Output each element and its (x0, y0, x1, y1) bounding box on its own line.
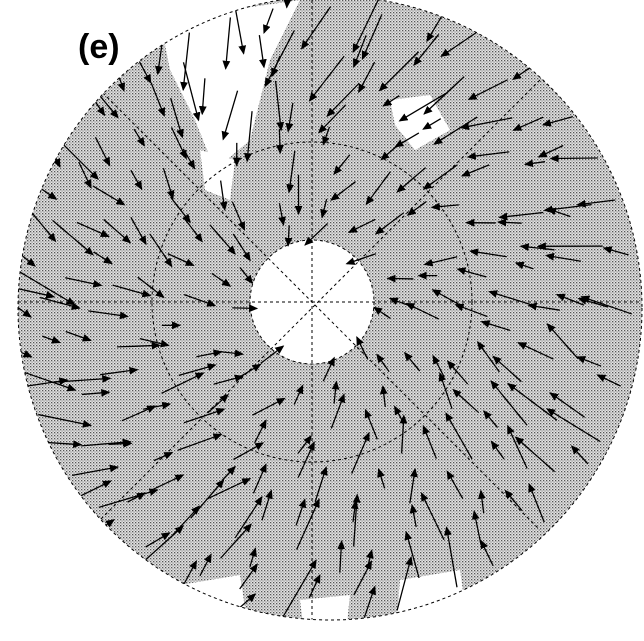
wind-vector (551, 158, 598, 159)
blank-region (140, 575, 250, 641)
blank-region (395, 570, 470, 641)
map-body (0, 0, 644, 641)
blank-region (300, 595, 350, 641)
page: (e) (() => { const data = JSON.parse(doc… (0, 0, 644, 641)
wind-vector (232, 308, 257, 309)
panel-label: (e) (78, 28, 120, 66)
wind-vector (279, 129, 280, 153)
wind-vector (388, 278, 414, 279)
wind-vector (42, 130, 60, 166)
polar-map: (e) (0, 0, 644, 641)
